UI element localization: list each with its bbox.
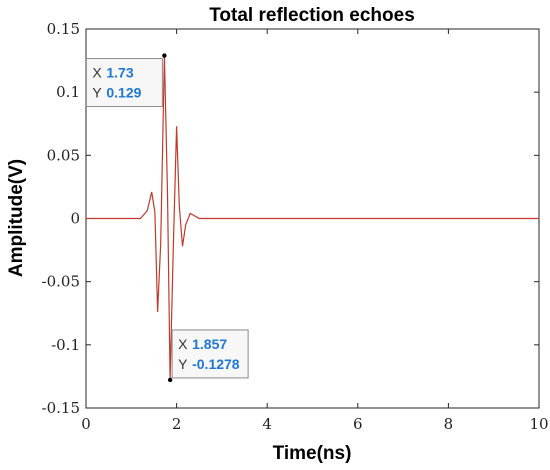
y-tick-label: -0.1 [51, 336, 80, 354]
datatip-box [85, 58, 163, 108]
tick-labels: 0 2 4 6 8 10 0.15 0.1 0.05 0 -0.05 -0.1 -0.15 [42, 20, 549, 433]
datatip-x-key: X [92, 65, 102, 81]
chart-title: Total reflection echoes [209, 5, 415, 26]
x-tick-label: 2 [172, 415, 182, 433]
x-axis-label: Time(ns) [273, 443, 352, 464]
y-axis-label: Amplitude(V) [6, 159, 27, 277]
datatip-y-value: 0.129 [106, 85, 141, 101]
x-tick-label: 4 [262, 415, 272, 433]
datatip-box [171, 329, 249, 379]
y-tick-label: 0.15 [47, 20, 80, 38]
y-tick-label: -0.05 [42, 273, 80, 291]
x-tick-label: 8 [444, 415, 454, 433]
series-line [86, 55, 539, 381]
x-tick-label: 0 [81, 415, 91, 433]
datatip: X 1.73Y 0.129 [85, 53, 167, 108]
x-tick-label: 10 [529, 415, 548, 433]
datatip-x-value: 1.73 [106, 65, 133, 81]
y-tick-label: -0.15 [42, 399, 80, 417]
datatip-x-value: 1.857 [192, 336, 227, 352]
datatip-y-value: -0.1278 [192, 356, 240, 372]
y-tick-label: 0.05 [47, 146, 80, 164]
datatip-marker [162, 53, 167, 58]
y-tick-label: 0 [70, 210, 80, 228]
datatip-x-key: X [178, 336, 188, 352]
datatip-marker [167, 377, 173, 383]
x-tick-label: 6 [353, 415, 363, 433]
datatip-y-key: Y [178, 356, 188, 372]
datatip-y-key: Y [92, 85, 102, 101]
y-tick-label: 0.1 [56, 83, 80, 101]
